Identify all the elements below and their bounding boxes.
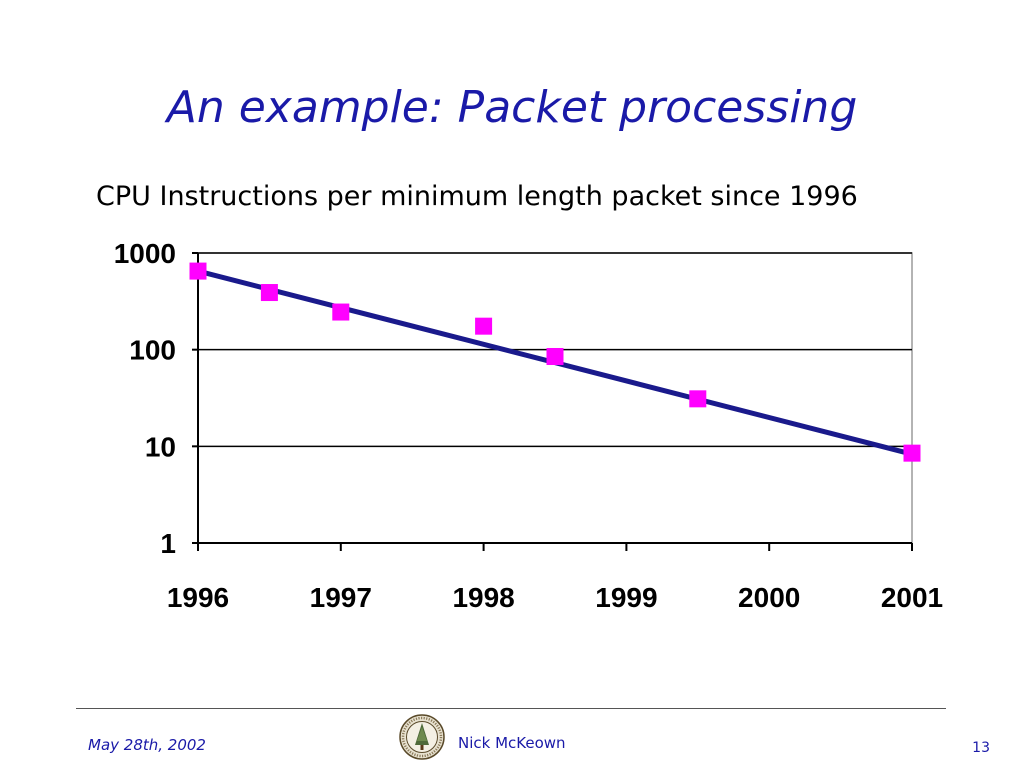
- data-point-4: [475, 317, 493, 335]
- x-tick-label-1999: 1999: [595, 582, 657, 613]
- footer-date: May 28th, 2002: [88, 736, 206, 754]
- y-tick-label-10: 10: [145, 431, 176, 462]
- data-point-3: [332, 303, 350, 321]
- x-tick-label-2000: 2000: [738, 582, 800, 613]
- slide-title: An example: Packet processing: [166, 82, 858, 133]
- x-tick-label-1997: 1997: [310, 582, 372, 613]
- x-tick-label-1998: 1998: [452, 582, 514, 613]
- data-point-7: [903, 444, 921, 462]
- data-point-5: [546, 347, 564, 365]
- y-tick-label-1: 1: [160, 528, 176, 559]
- data-point-2: [260, 284, 278, 302]
- data-point-1: [189, 262, 207, 280]
- footer-divider: [76, 708, 946, 709]
- y-tick-label-100: 100: [129, 335, 176, 366]
- page-number: 13: [972, 740, 990, 756]
- data-point-6: [689, 390, 707, 408]
- y-tick-label-1000: 1000: [114, 238, 176, 269]
- chart-title: CPU Instructions per minimum length pack…: [96, 181, 858, 212]
- stanford-seal-logo: [399, 714, 445, 760]
- x-tick-label-2001: 2001: [881, 582, 943, 613]
- footer-author: Nick McKeown: [458, 734, 566, 752]
- x-tick-label-1996: 1996: [167, 582, 229, 613]
